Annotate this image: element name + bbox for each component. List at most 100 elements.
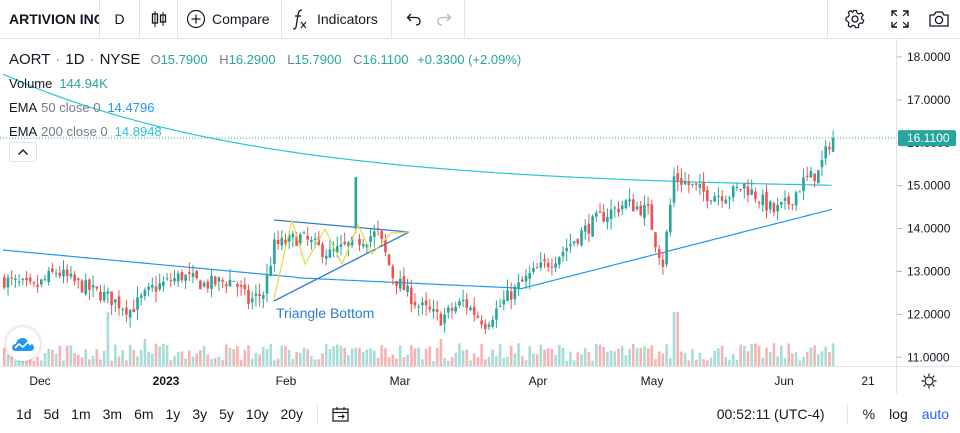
volume-bar <box>217 356 221 367</box>
candle-body <box>339 244 343 247</box>
volume-bar <box>443 357 446 367</box>
volume-bar <box>539 344 543 367</box>
volume-bar <box>683 352 687 367</box>
snapshot-button[interactable] <box>917 0 960 38</box>
candle-body <box>291 233 295 238</box>
candle-body <box>210 275 213 289</box>
volume-bar <box>558 344 561 367</box>
undo-icon[interactable] <box>406 12 422 26</box>
volume-bar <box>391 354 395 367</box>
candle-body <box>820 159 824 168</box>
ema50-params: 50 close 0 <box>41 99 101 115</box>
volume-bar <box>361 351 365 367</box>
ema200-params: 200 close 0 <box>41 123 108 139</box>
candle-body <box>683 181 687 184</box>
candle-body <box>776 204 779 212</box>
volume-bar <box>188 350 191 367</box>
candle-body <box>43 279 47 281</box>
candle-body <box>754 191 757 200</box>
chart-type-button[interactable] <box>140 0 178 38</box>
range-1y[interactable]: 1y <box>165 405 181 422</box>
volume-bar <box>680 351 683 367</box>
auto-toggle[interactable]: auto <box>921 405 949 422</box>
candle-body <box>110 291 113 306</box>
price-axis[interactable]: 18.000017.000016.000015.000014.000013.00… <box>896 39 960 366</box>
range-1m[interactable]: 1m <box>71 405 91 422</box>
log-toggle[interactable]: log <box>889 405 908 422</box>
candle-body <box>424 300 428 306</box>
volume-bar <box>694 359 698 367</box>
volume-bar <box>535 354 539 367</box>
clock-timezone[interactable]: 00:52:11 (UTC-4) <box>716 405 825 422</box>
volume-bar <box>317 359 321 367</box>
settings-button[interactable] <box>828 0 882 38</box>
candle-body <box>269 265 272 276</box>
legend-ema200[interactable]: EMA 200 close 0 14.8948 <box>9 119 521 143</box>
time-axis[interactable]: Dec 2023 Feb Mar Apr May Jun 21 <box>0 366 896 394</box>
candle-body <box>28 277 32 282</box>
volume-bar <box>698 352 702 367</box>
volume-bar <box>794 352 798 367</box>
volume-bar <box>669 358 672 367</box>
volume-bar <box>606 351 609 367</box>
legend-collapse-button[interactable] <box>9 142 37 162</box>
volume-bar <box>310 356 313 367</box>
range-3y[interactable]: 3y <box>192 405 208 422</box>
range-5y[interactable]: 5y <box>219 405 234 422</box>
candle-body <box>624 200 628 209</box>
candle-body <box>569 244 572 247</box>
goto-date-button[interactable] <box>326 394 356 433</box>
symbol-search[interactable]: ARTIVION INC <box>0 0 100 38</box>
axis-settings-button[interactable] <box>896 366 960 394</box>
volume-bar <box>595 343 598 367</box>
candle-body <box>439 313 443 326</box>
range-1d[interactable]: 1d <box>16 405 32 422</box>
candle-body <box>162 281 165 286</box>
chevron-up-icon <box>18 149 28 155</box>
legend-main-series[interactable]: AORT · 1D · NYSE O15.7900 H16.2900 L15.7… <box>9 47 521 71</box>
range-5d[interactable]: 5d <box>43 405 60 422</box>
candle-body <box>802 177 805 192</box>
volume-bar <box>598 344 602 367</box>
last-price-tag <box>898 130 956 147</box>
volume-bar <box>506 356 509 367</box>
candle-body <box>687 182 691 186</box>
compare-button[interactable]: Compare <box>178 0 282 38</box>
candle-body <box>817 170 820 184</box>
volume-bar <box>724 357 728 367</box>
volume-bar <box>569 351 572 367</box>
volume-bar <box>40 360 43 367</box>
chart-pane[interactable]: Triangle Bottom <box>0 39 896 367</box>
volume-bar <box>236 345 239 367</box>
volume-bar <box>757 345 761 367</box>
candle-body <box>165 278 169 280</box>
candle-body <box>406 285 409 293</box>
candle-body <box>598 211 602 213</box>
candle-body <box>465 299 469 308</box>
volume-bar <box>713 350 716 367</box>
interval-selector[interactable]: D <box>100 0 140 38</box>
redo-icon[interactable] <box>436 12 452 26</box>
candle-body <box>14 278 17 281</box>
volume-bar <box>184 358 187 367</box>
legend-volume[interactable]: Volume 144.94K <box>9 71 521 95</box>
volume-bar <box>657 351 661 367</box>
volume-bar <box>813 345 816 367</box>
range-6m[interactable]: 6m <box>134 405 154 422</box>
volume-bar <box>561 347 565 367</box>
candle-body <box>476 315 480 318</box>
tradingview-logo-badge[interactable] <box>6 327 40 361</box>
volume-bar <box>676 312 679 367</box>
candle-body <box>232 280 235 282</box>
legend-ema50[interactable]: EMA 50 close 0 14.4796 <box>9 95 521 119</box>
fullscreen-button[interactable] <box>882 0 917 38</box>
percent-toggle[interactable]: % <box>862 405 876 422</box>
sun-icon <box>921 373 936 388</box>
range-3m[interactable]: 3m <box>102 405 123 422</box>
candle-body <box>791 203 794 205</box>
volume-bar <box>543 349 546 367</box>
range-20y[interactable]: 20y <box>280 405 304 422</box>
indicators-button[interactable]: Indicators <box>282 0 392 38</box>
range-10y[interactable]: 10y <box>245 405 269 422</box>
volume-bar <box>554 354 557 367</box>
